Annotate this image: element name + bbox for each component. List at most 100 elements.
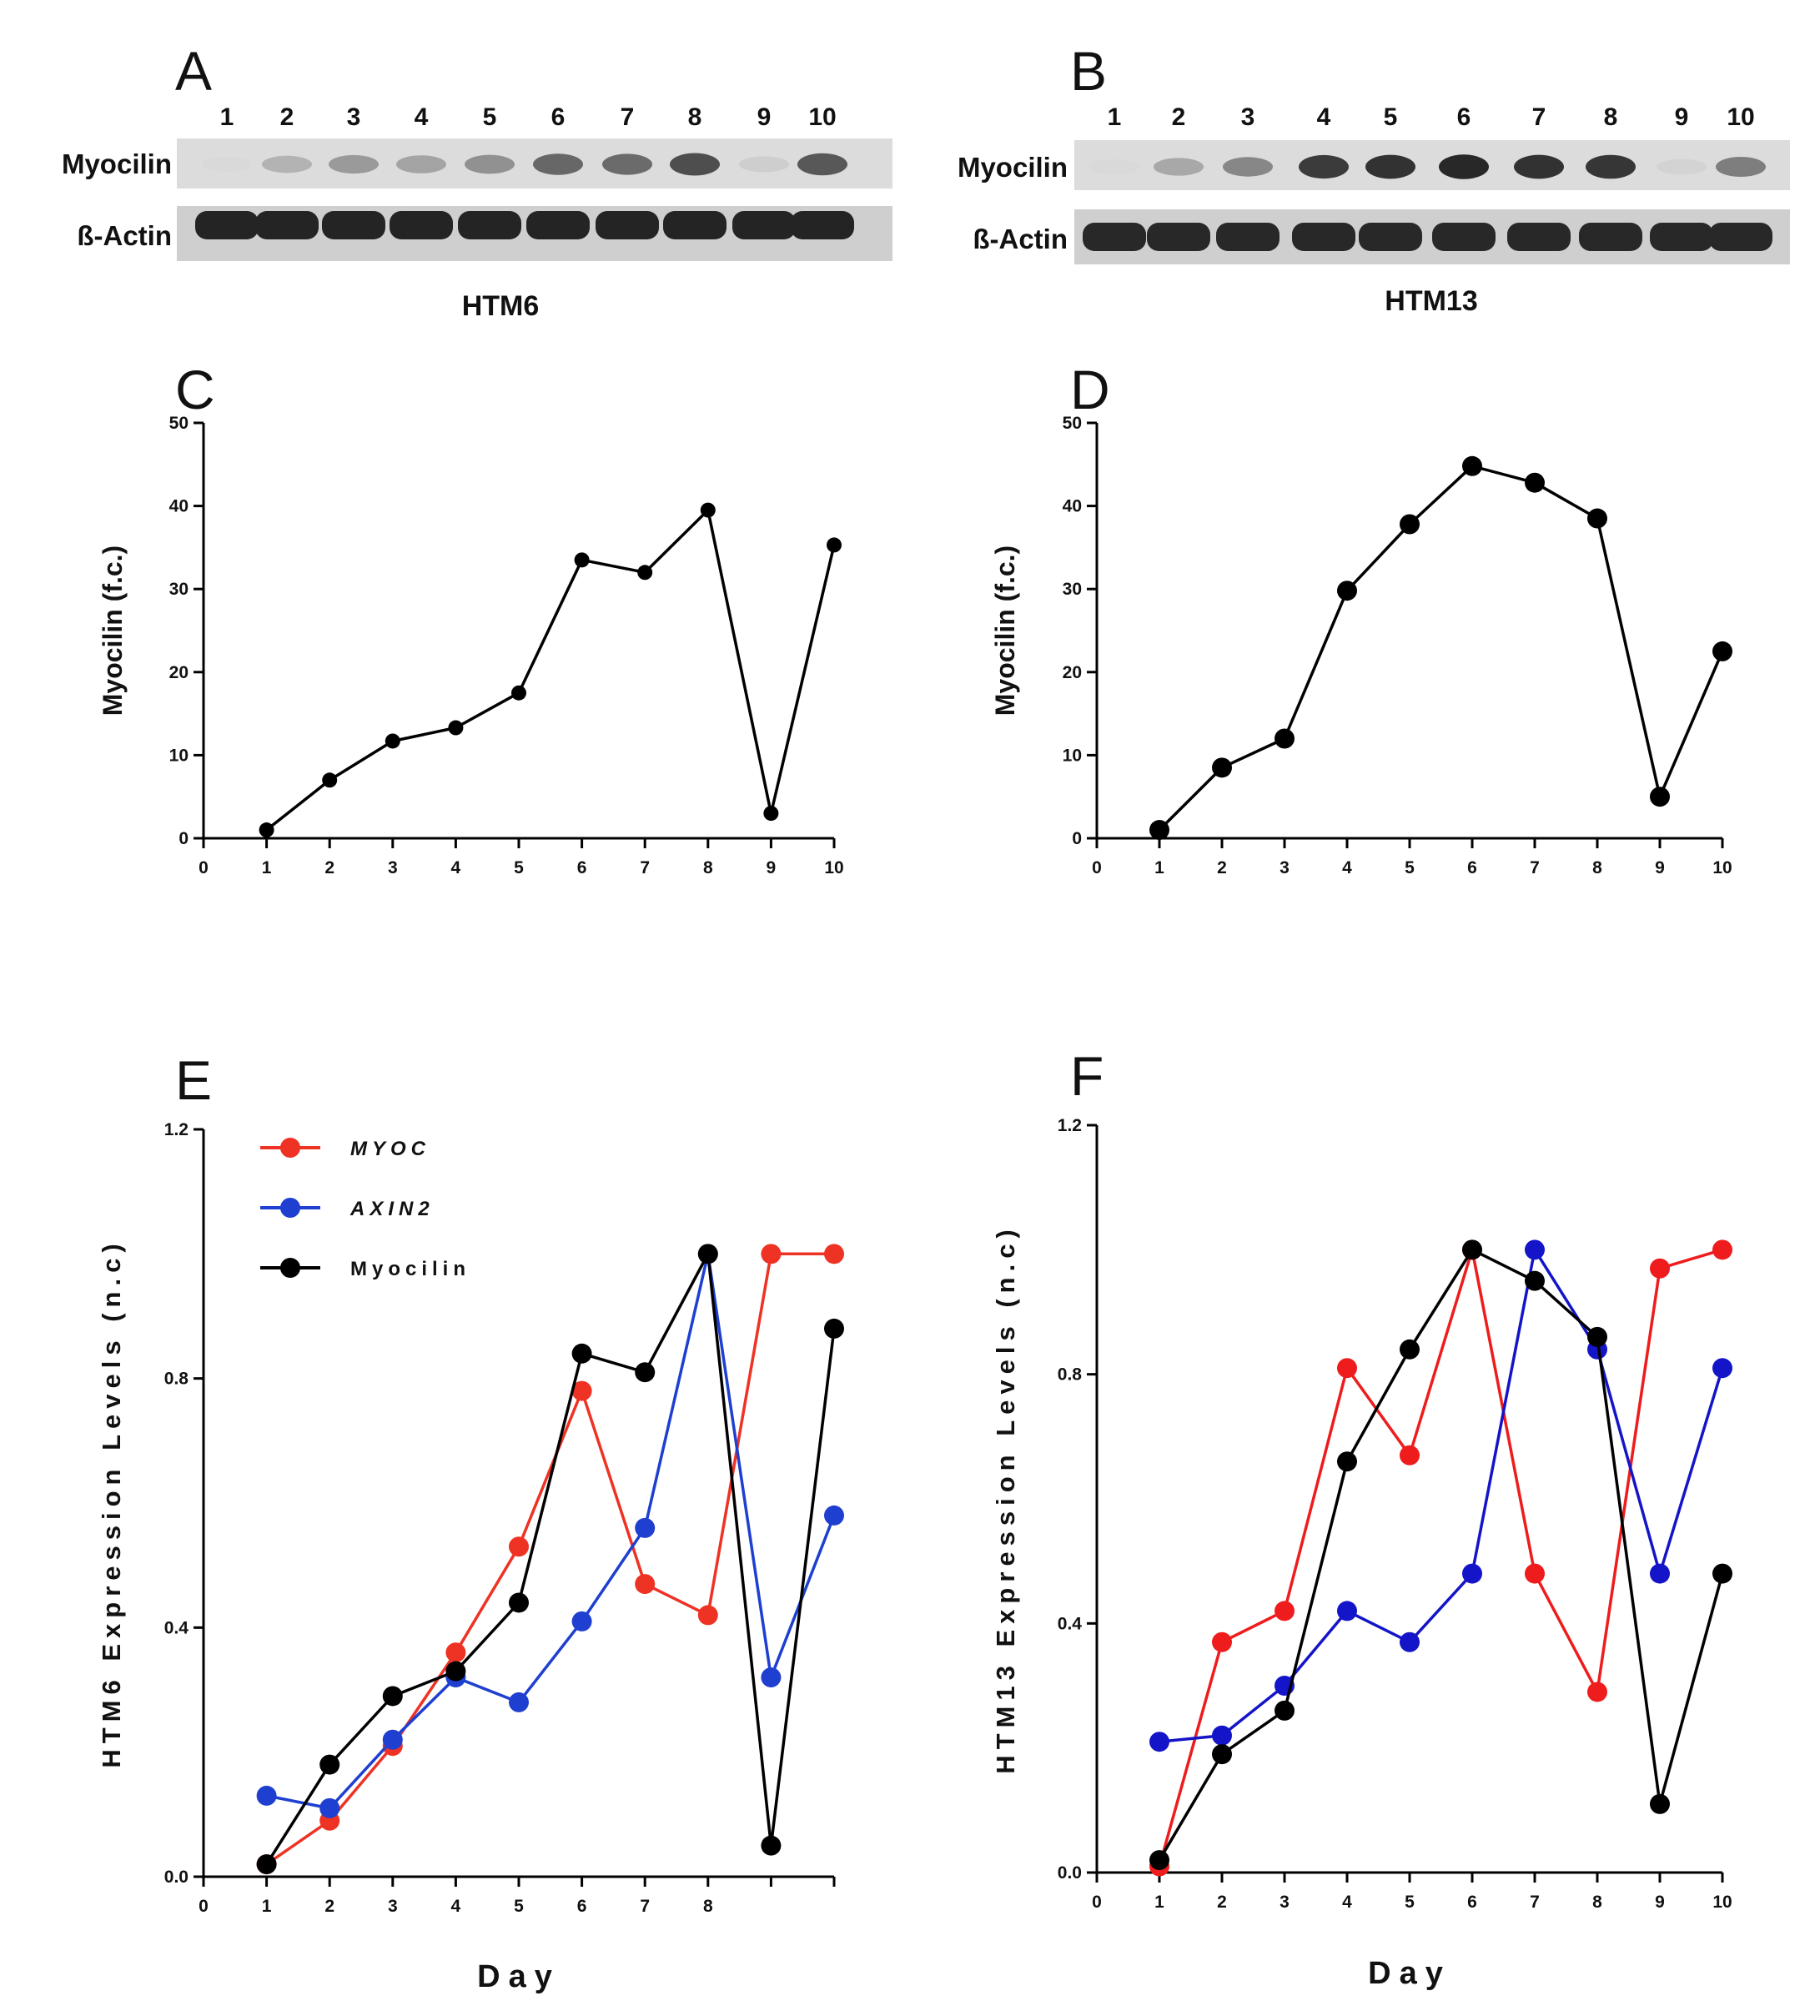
x-tick-label-f-2: 2 [1217,1893,1227,1912]
data-point-f-myocilin-8 [1587,1326,1607,1347]
bands-a [195,153,854,239]
panel-letter-f: F [1070,1045,1104,1107]
chart-panel-e: 0.0 0.4 0.8 1.2 0 1 2 3 4 5 6 7 8 HTM6 Expression Lev… [97,1120,844,1994]
y-tick-label-c-3: 30 [169,580,189,599]
data-point-f-myocilin-5 [1400,1339,1420,1360]
data-point-e-myocilin-1 [256,1854,277,1875]
data-point-e-myocilin-10 [824,1318,844,1339]
myocilin-band-b-10 [1716,157,1766,177]
x-tick-label-e-2: 2 [324,1897,334,1916]
y-tick-label-c-0: 0 [178,829,189,848]
myocilin-row-label-b: Myocilin [958,152,1068,183]
data-point-f-myoc-7 [1525,1563,1545,1584]
data-point-e-axin2-5 [509,1692,529,1712]
data-point-e-myocilin-9 [761,1835,782,1856]
data-point-e-myoc-5 [509,1536,529,1557]
blot-panel-b: B 1 2 3 4 5 6 7 8 9 10 Myocilin ß-Actin HTM13 [958,40,1790,317]
data-point-c-series-8 [700,502,716,518]
lane-number-a-2: 2 [280,103,294,131]
lane-numbers-a: 1 2 3 4 5 6 7 8 9 10 [220,103,837,131]
data-point-f-myoc-2 [1212,1631,1232,1652]
x-tick-label-d-3: 3 [1280,858,1290,877]
y-tick-label-c-1: 10 [169,746,189,765]
bands-b [1083,154,1772,251]
actin-band-a-6 [526,211,590,239]
lane-number-b-3: 3 [1241,103,1255,131]
actin-band-a-2 [255,211,319,239]
myocilin-band-a-2 [262,155,312,173]
actin-band-b-6 [1432,223,1496,251]
data-point-f-myocilin-9 [1650,1793,1670,1814]
lane-number-a-1: 1 [220,103,234,131]
chart-panel-c: 0 10 20 30 40 50 0 1 2 3 4 5 6 7 8 9 10 Myocilin (f.c.) [98,414,844,877]
actin-band-b-8 [1579,223,1642,251]
x-tick-label-f-6: 6 [1467,1893,1477,1912]
blot-panel-a: A 1 2 3 4 5 6 7 8 9 10 Myocilin ß-Actin HTM6 [62,40,892,322]
actin-band-a-5 [458,211,521,239]
data-point-f-myocilin-10 [1712,1563,1732,1584]
x-tick-label-f-5: 5 [1405,1893,1415,1912]
panel-letter-d: D [1070,359,1110,420]
x-tick-label-f-9: 9 [1655,1893,1665,1912]
data-point-e-axin2-1 [256,1785,277,1806]
myocilin-band-b-6 [1439,154,1489,179]
myocilin-band-a-3 [329,154,379,174]
data-point-c-series-4 [448,720,464,736]
data-point-e-axin2-9 [761,1667,782,1688]
myocilin-row-label-a: Myocilin [62,148,172,179]
lane-number-a-10: 10 [808,103,836,131]
data-point-e-axin2-6 [571,1611,592,1631]
x-tick-label-e-8: 8 [703,1897,713,1916]
y-tick-label-f-1: 0.4 [1058,1614,1083,1633]
data-point-e-myocilin-6 [571,1343,592,1364]
data-point-e-axin2-10 [824,1505,844,1526]
x-tick-label-f-3: 3 [1280,1893,1290,1912]
lane-number-b-8: 8 [1604,103,1618,131]
lane-number-b-7: 7 [1532,103,1546,131]
x-tick-label-f-1: 1 [1154,1893,1164,1912]
x-tick-label-d-0: 0 [1092,858,1102,877]
data-point-e-myocilin-4 [445,1661,466,1682]
lane-number-b-10: 10 [1727,103,1754,131]
data-point-f-myoc-3 [1275,1601,1295,1621]
data-point-e-myoc-7 [635,1574,656,1595]
actin-band-a-1 [195,211,259,239]
myocilin-band-b-4 [1299,154,1349,179]
y-tick-label-d-5: 50 [1063,414,1082,433]
actin-band-b-2 [1147,223,1210,251]
y-tick-label-e-2: 0.8 [164,1370,189,1389]
lane-number-a-9: 9 [757,103,772,131]
x-tick-label-e-5: 5 [514,1897,524,1916]
data-point-f-myocilin-2 [1212,1744,1232,1765]
lane-number-b-6: 6 [1457,103,1471,131]
y-axis-label-e: HTM6 Expression Levels (n.c) [97,1238,126,1767]
myocilin-band-b-8 [1586,154,1636,179]
data-point-c-series-3 [385,733,400,749]
x-tick-label-d-9: 9 [1655,858,1665,877]
panel-letter-e: E [175,1049,212,1111]
actin-band-b-3 [1216,223,1280,251]
data-point-e-myoc-6 [571,1380,592,1401]
x-tick-label-d-6: 6 [1467,858,1477,877]
myocilin-band-b-2 [1154,158,1204,176]
myocilin-band-a-1 [202,156,252,173]
y-tick-label-c-4: 40 [169,497,189,516]
actin-row-label-b: ß-Actin [973,224,1068,254]
actin-band-b-4 [1292,223,1355,251]
y-tick-label-d-4: 40 [1063,497,1082,516]
data-point-d-series-5 [1400,514,1420,535]
data-point-d-series-10 [1712,641,1732,661]
x-tick-label-f-10: 10 [1712,1893,1732,1912]
x-tick-label-f-7: 7 [1530,1893,1540,1912]
actin-band-a-3 [322,211,385,239]
myocilin-band-a-7 [602,153,652,175]
data-point-c-series-6 [574,552,590,568]
x-tick-label-c-8: 8 [703,858,713,877]
x-tick-label-d-5: 5 [1405,858,1415,877]
x-tick-label-d-10: 10 [1712,858,1732,877]
x-tick-label-c-2: 2 [324,858,334,877]
myocilin-band-a-4 [396,155,446,173]
actin-row-label-a: ß-Actin [77,220,172,251]
lane-number-b-5: 5 [1384,103,1398,131]
x-tick-label-c-9: 9 [767,858,777,877]
